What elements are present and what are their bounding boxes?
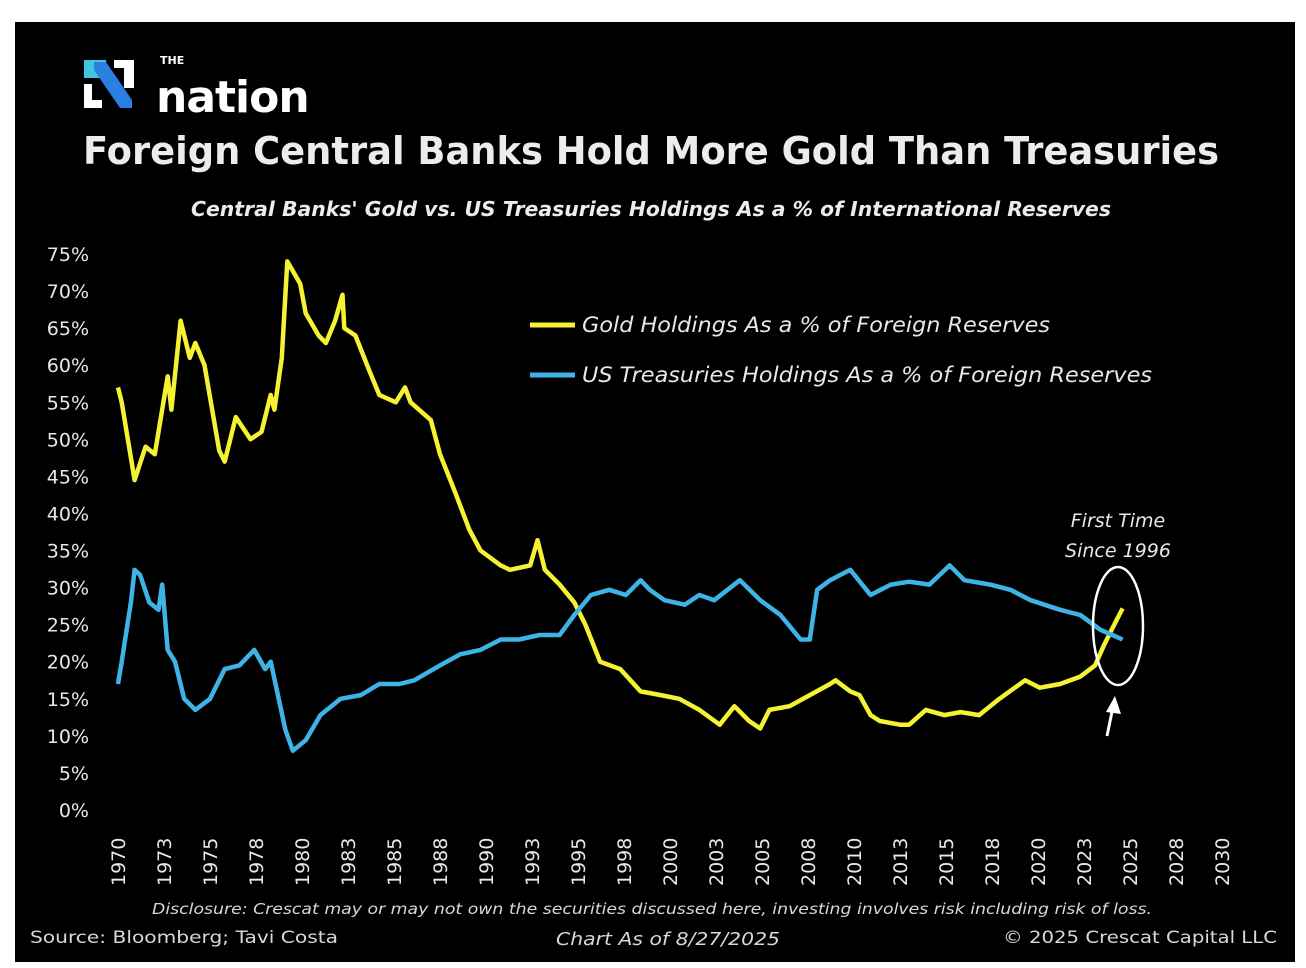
annotation: First Time Since 1996 <box>1065 510 1171 737</box>
x-tick-label: 1980 <box>292 838 314 886</box>
legend-label-treasuries: US Treasuries Holdings As a % of Foreign… <box>582 363 1152 387</box>
gold-line <box>115 259 1125 731</box>
x-tick-label: 2005 <box>752 838 774 886</box>
chart-date: Chart As of 8/27/2025 <box>556 929 780 950</box>
disclosure: Disclosure: Crescat may or may not own t… <box>152 900 1152 918</box>
chart-panel <box>15 22 1295 962</box>
chart-subtitle: Central Banks' Gold vs. US Treasuries Ho… <box>191 197 1111 221</box>
x-tick-label: 2020 <box>1028 838 1050 886</box>
logo-mark-left <box>84 84 92 108</box>
annotation-circle <box>1091 565 1145 687</box>
y-axis: 0% 5% 10% 15% 20% 25% 30% 35% 40% 45% 50% 55% 60% 65%… <box>47 244 89 822</box>
logo-mark-foot <box>84 100 102 108</box>
arrow-up-icon <box>1105 696 1121 737</box>
y-tick-label: 65% <box>47 318 89 340</box>
legend: Gold Holdings As a % of Foreign Reserves… <box>530 313 1152 387</box>
logo-word: nation <box>156 72 309 123</box>
x-tick-label: 1990 <box>476 838 498 886</box>
x-tick-label: 2013 <box>890 838 912 886</box>
x-tick-label: 2003 <box>706 838 728 886</box>
x-tick-label: 2018 <box>982 838 1004 886</box>
x-tick-label: 1975 <box>200 838 222 886</box>
x-tick-label: 1995 <box>568 838 590 886</box>
y-tick-label: 40% <box>47 503 89 525</box>
logo-mark-cap <box>114 60 134 68</box>
x-tick-label: 1998 <box>614 838 636 886</box>
x-tick-label: 2030 <box>1212 838 1234 886</box>
y-tick-label: 35% <box>47 541 89 563</box>
y-tick-label: 45% <box>47 466 89 488</box>
annotation-line1: First Time <box>1071 510 1166 532</box>
legend-label-gold: Gold Holdings As a % of Foreign Reserves <box>582 313 1050 337</box>
y-tick-label: 25% <box>47 615 89 637</box>
y-tick-label: 15% <box>47 689 89 711</box>
x-tick-label: 1973 <box>154 838 176 886</box>
x-axis: 1970 1973 1975 1978 1980 1983 1985 1988 1990 1993… <box>108 838 1234 886</box>
x-tick-label: 2000 <box>660 838 682 886</box>
y-tick-label: 10% <box>47 726 89 748</box>
y-tick-label: 5% <box>59 763 89 785</box>
x-tick-label: 1970 <box>108 838 130 886</box>
y-tick-label: 50% <box>47 429 89 451</box>
y-tick-label: 75% <box>47 244 89 266</box>
x-tick-label: 2010 <box>844 838 866 886</box>
x-tick-label: 2023 <box>1074 838 1096 886</box>
x-tick-label: 1993 <box>522 838 544 886</box>
treasuries-line <box>115 563 1124 753</box>
y-tick-label: 30% <box>47 578 89 600</box>
logo-mark-diagonal <box>94 62 132 108</box>
x-tick-label: 1978 <box>246 838 268 886</box>
y-tick-label: 20% <box>47 652 89 674</box>
y-tick-label: 70% <box>47 281 89 303</box>
y-tick-label: 55% <box>47 392 89 414</box>
x-tick-label: 1983 <box>338 838 360 886</box>
x-tick-label: 2025 <box>1120 838 1142 886</box>
plot-area <box>115 259 1125 753</box>
copyright: © 2025 Crescat Capital LLC <box>1003 928 1277 948</box>
chart-title: Foreign Central Banks Hold More Gold Tha… <box>83 129 1219 173</box>
logo-mark-right <box>124 60 134 88</box>
source: Source: Bloomberg; Tavi Costa <box>30 928 338 948</box>
y-tick-label: 60% <box>47 355 89 377</box>
x-tick-label: 1988 <box>430 838 452 886</box>
x-tick-label: 1985 <box>384 838 406 886</box>
logo-the: THE <box>160 54 184 67</box>
nation-logo: THE nation <box>84 54 310 123</box>
x-tick-label: 2028 <box>1166 838 1188 886</box>
annotation-line2: Since 1996 <box>1065 540 1171 562</box>
x-tick-label: 2015 <box>936 838 958 886</box>
x-tick-label: 2008 <box>798 838 820 886</box>
y-tick-label: 0% <box>59 800 89 822</box>
